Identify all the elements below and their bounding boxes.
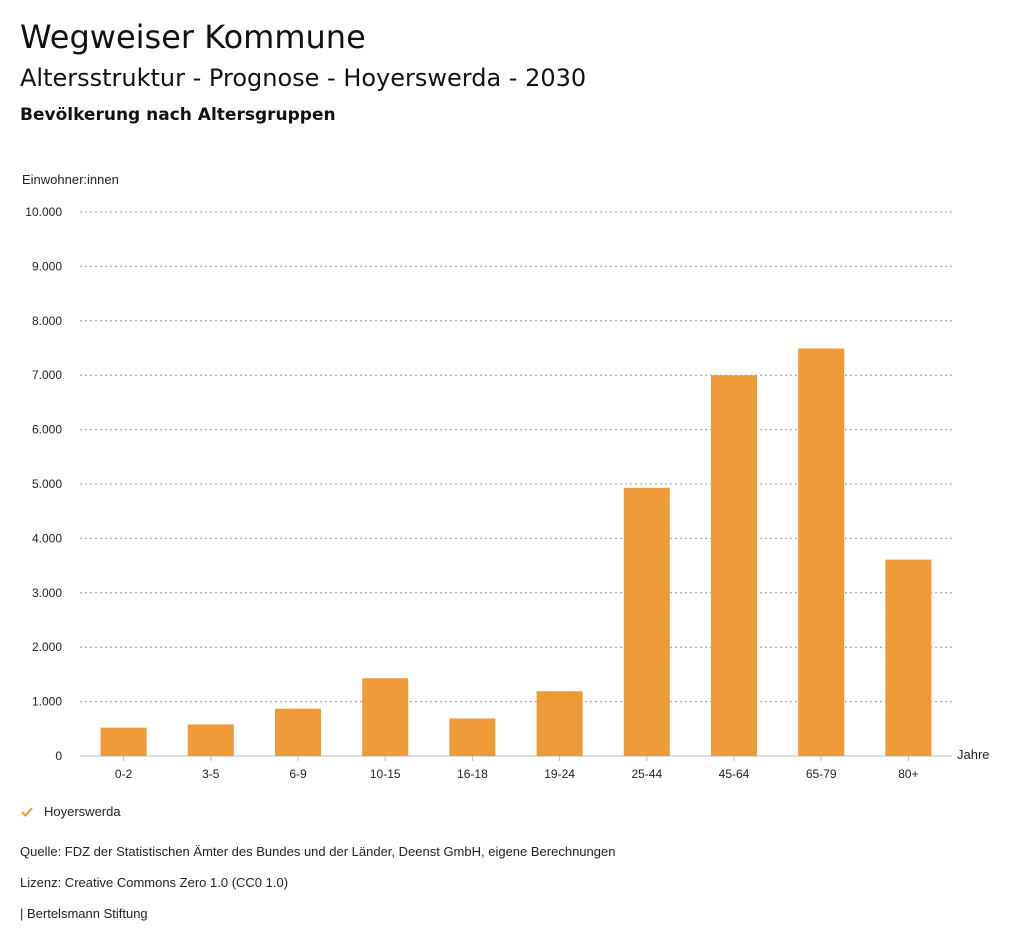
bar-25-44 xyxy=(623,487,670,756)
x-tick-label: 65-79 xyxy=(806,767,837,781)
x-tick-label: 25-44 xyxy=(631,767,662,781)
publisher-note: | Bertelsmann Stiftung xyxy=(20,906,148,921)
x-tick-label: 16-18 xyxy=(457,767,488,781)
y-tick-label: 10.000 xyxy=(25,205,62,219)
bar-chart: Einwohner:innen 0 1.000 2.000 3.000 4.000 5.00… xyxy=(22,172,990,781)
y-tick-label: 3.000 xyxy=(32,586,62,600)
x-tick-label: 80+ xyxy=(898,767,918,781)
y-tick-label: 9.000 xyxy=(32,259,62,273)
bar-16-18 xyxy=(449,718,496,756)
y-tick-label: 0 xyxy=(55,749,62,763)
x-axis-label: Jahre xyxy=(957,747,990,762)
y-axis-label: Einwohner:innen xyxy=(22,172,119,187)
y-tick-label: 8.000 xyxy=(32,314,62,328)
bar-3-5 xyxy=(187,724,234,756)
y-tick-label: 1.000 xyxy=(32,695,62,709)
y-tick-label: 2.000 xyxy=(32,640,62,654)
bar-6-9 xyxy=(275,708,321,756)
x-tick-label: 19-24 xyxy=(544,767,575,781)
y-tick-label: 4.000 xyxy=(32,531,62,545)
bar-10-15 xyxy=(362,678,409,756)
x-tick-label: 10-15 xyxy=(370,767,401,781)
license-note: Lizenz: Creative Commons Zero 1.0 (CC0 1… xyxy=(20,875,289,890)
chart-heading: Bevölkerung nach Altersgruppen xyxy=(20,105,336,125)
x-tick-label: 45-64 xyxy=(719,767,750,781)
bar-80+ xyxy=(885,559,932,756)
page-title: Wegweiser Kommune xyxy=(20,18,366,56)
y-tick-label: 5.000 xyxy=(32,477,62,491)
legend[interactable]: Hoyerswerda xyxy=(20,804,121,819)
x-tick-label: 0-2 xyxy=(115,767,133,781)
y-tick-label: 7.000 xyxy=(32,368,62,382)
x-tick-label: 3-5 xyxy=(202,767,220,781)
y-tick-label: 6.000 xyxy=(32,423,62,437)
page-subtitle: Altersstruktur - Prognose - Hoyerswerda … xyxy=(20,64,587,92)
bar-19-24 xyxy=(536,691,583,756)
x-tick-label: 6-9 xyxy=(289,767,307,781)
bar-65-79 xyxy=(798,348,845,756)
source-note: Quelle: FDZ der Statistischen Ämter des … xyxy=(20,844,616,859)
legend-label: Hoyerswerda xyxy=(44,804,121,819)
bar-45-64 xyxy=(711,375,757,756)
checkmark-icon xyxy=(21,806,33,817)
bar-0-2 xyxy=(100,727,147,756)
